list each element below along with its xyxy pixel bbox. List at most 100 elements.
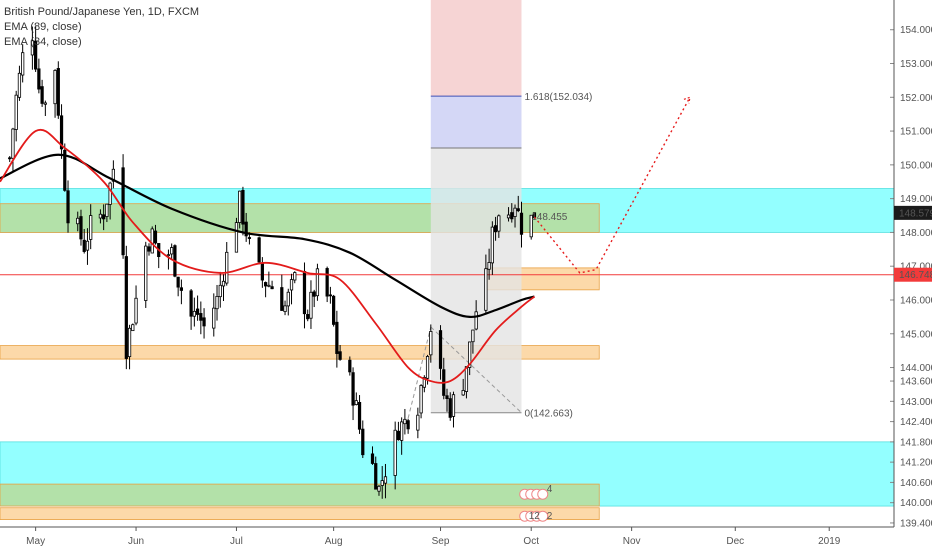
candle [403, 418, 407, 425]
candle [289, 279, 294, 291]
candle [328, 294, 333, 297]
y-tick-label-9: 145.000 [900, 329, 932, 340]
candle [225, 251, 229, 284]
x-tick-label-6: Nov [623, 536, 641, 547]
y-tick-label-2: 140.600 [900, 478, 932, 489]
event-marker-upper [519, 488, 549, 500]
candle [464, 366, 469, 392]
candle [493, 225, 498, 233]
candle [348, 359, 352, 373]
event-marker-circle [537, 488, 549, 500]
candle [14, 94, 18, 130]
candle [361, 428, 365, 456]
fib-zone-base [430, 147, 522, 413]
candle [195, 308, 200, 315]
candle [510, 212, 514, 220]
candle [338, 351, 342, 360]
candle [215, 295, 219, 310]
candle [370, 453, 375, 464]
candle [306, 314, 310, 320]
fib-zone-extension [430, 0, 522, 97]
candle [111, 168, 115, 182]
fib-label-1618: 1.618(152.034) [525, 92, 593, 103]
candle [131, 324, 135, 332]
x-tick-label-0: May [26, 536, 45, 547]
candle [98, 213, 103, 219]
candle [221, 280, 226, 287]
candle [189, 290, 193, 317]
candle [393, 429, 397, 476]
x-tick-label-4: Sep [432, 536, 450, 547]
chart-title: British Pound/Japanese Yen, 1D, FXCM [4, 6, 200, 18]
zone-orange-6 [0, 507, 600, 520]
candle [406, 420, 410, 430]
projection-path [533, 96, 691, 274]
fib-label-mid: 148.455 [531, 212, 568, 223]
candle [89, 215, 93, 240]
candle [144, 245, 148, 301]
candle [127, 327, 132, 358]
y-tick-label-13: 149.000 [900, 194, 932, 205]
x-tick-label-2: Jul [230, 536, 243, 547]
candle [354, 400, 358, 406]
candle [59, 115, 64, 150]
candle [17, 72, 22, 98]
candle [66, 190, 70, 224]
candle [416, 414, 420, 431]
candle [529, 214, 533, 238]
candle [490, 226, 494, 264]
candle [102, 214, 106, 220]
hline-price-label: 146.748 [899, 270, 932, 281]
candle [170, 247, 174, 255]
candle [471, 329, 475, 343]
y-tick-label-18: 154.000 [900, 25, 932, 36]
candle [315, 268, 320, 297]
ema89-label: EMA (89, close) [4, 21, 82, 33]
y-tick-label-0: 139.400 [900, 518, 932, 529]
candle [199, 313, 203, 321]
last-price-label: 148.579 [899, 208, 932, 219]
event-marker-circle [537, 510, 549, 522]
x-tick-label-1: Jun [128, 536, 144, 547]
candle [487, 262, 491, 270]
candle [484, 268, 488, 311]
candle [150, 228, 154, 254]
candle [166, 254, 171, 257]
candle [516, 208, 520, 212]
last-price-tag [894, 205, 932, 220]
y-tick-label-12: 148.000 [900, 228, 932, 239]
x-tick-label-5: Oct [523, 536, 539, 547]
candle [325, 268, 329, 297]
y-tick-label-16: 152.000 [900, 93, 932, 104]
candle [241, 189, 245, 225]
candle [286, 291, 290, 307]
ema89-line [0, 153, 535, 318]
y-tick-label-10: 146.000 [900, 295, 932, 306]
candle [468, 341, 472, 368]
candle [21, 52, 25, 76]
candle [267, 284, 271, 287]
candle [351, 372, 355, 406]
candle [377, 485, 381, 492]
candle [506, 214, 511, 219]
candle [37, 68, 41, 90]
candle [8, 157, 12, 160]
y-tick-label-4: 141.800 [900, 437, 932, 448]
event-marker-lower-text: 12 [529, 511, 541, 522]
candle [30, 40, 35, 56]
candle [147, 246, 151, 252]
candle [425, 356, 430, 379]
candle [438, 330, 443, 369]
candle [234, 222, 239, 253]
y-tick-label-14: 150.000 [900, 160, 932, 171]
candle [302, 271, 307, 315]
candle [422, 377, 426, 388]
y-tick-label-11: 147.000 [900, 262, 932, 273]
candle [357, 401, 362, 430]
candle [309, 291, 313, 319]
y-tick-label-7: 143.600 [900, 377, 932, 388]
x-tick-label-8: 2019 [818, 536, 841, 547]
fib-label-0: 0(142.663) [525, 409, 573, 420]
candle [383, 476, 388, 484]
